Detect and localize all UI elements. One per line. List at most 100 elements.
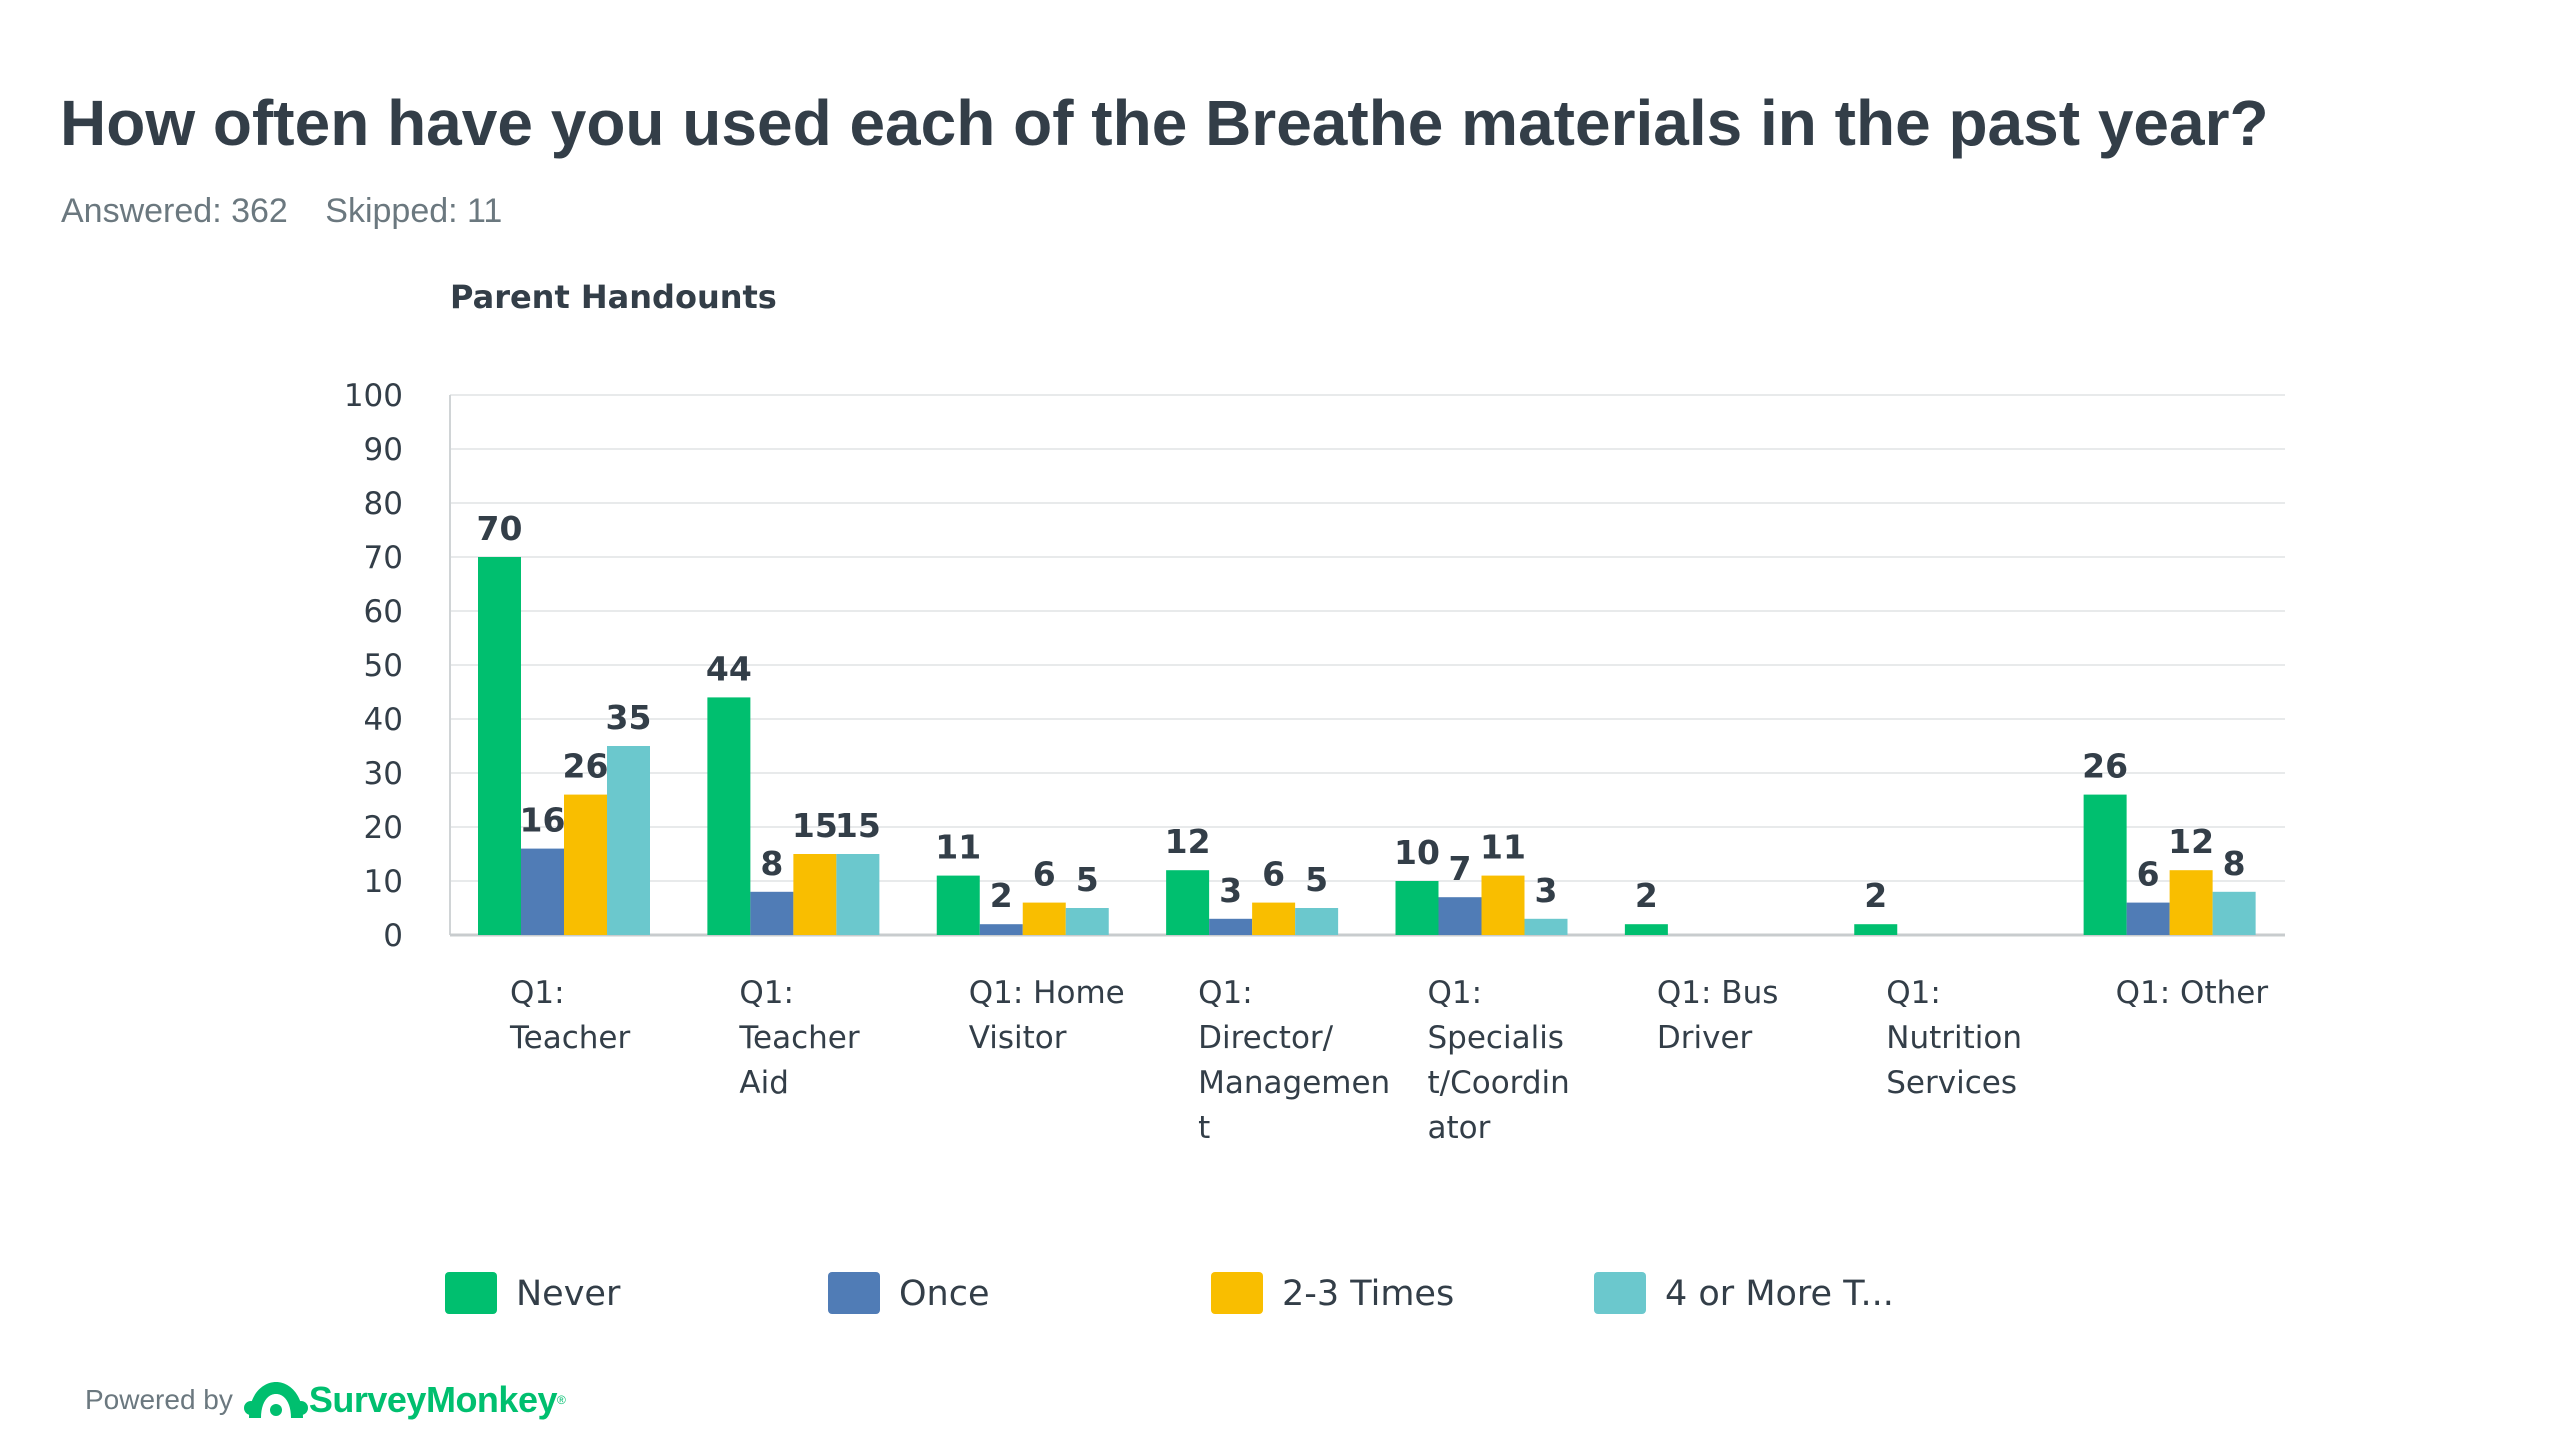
surveymonkey-logo-icon	[243, 1382, 308, 1418]
data-label: 8	[2223, 844, 2246, 883]
data-label: 7	[1449, 849, 1472, 888]
answered-count: Answered: 362	[61, 192, 288, 230]
x-tick-label: Services	[1886, 1065, 2017, 1101]
data-label: 5	[1076, 860, 1099, 899]
bar-never-7[interactable]	[1854, 924, 1898, 935]
x-tick-label: Driver	[1657, 1020, 1753, 1056]
bar-once-1[interactable]	[521, 848, 564, 935]
x-tick-label: Q1:	[510, 975, 565, 1011]
data-label: 44	[706, 649, 752, 688]
data-label: 2	[1635, 876, 1658, 915]
x-tick-label: Q1:	[1428, 975, 1483, 1011]
bar-once-5[interactable]	[1438, 897, 1482, 935]
data-label: 6	[1262, 855, 1285, 894]
x-tick-label: Teacher	[509, 1020, 631, 1056]
bar-2-3-times-8[interactable]	[2169, 870, 2213, 935]
data-label: 2	[990, 876, 1013, 915]
y-tick-label: 100	[344, 378, 403, 414]
y-tick-label: 40	[364, 702, 403, 738]
data-label: 11	[935, 828, 981, 867]
trademark-mark: ®	[556, 1393, 566, 1407]
bar-4-or-more-t--8[interactable]	[2212, 891, 2256, 935]
data-label: 2	[1864, 876, 1887, 915]
powered-by-footer[interactable]: Powered by SurveyMonkey ®	[85, 1378, 566, 1422]
bar-never-6[interactable]	[1624, 924, 1668, 935]
bar-once-4[interactable]	[1209, 918, 1253, 935]
bar-2-3-times-3[interactable]	[1022, 902, 1066, 935]
bar-chart: Parent Handounts 0 10 20 30 40 50 60 70 80 90 100 70…	[344, 278, 2285, 1314]
data-label: 6	[1033, 855, 1056, 894]
y-tick-label: 60	[364, 594, 403, 630]
x-tick-label: t	[1198, 1110, 1210, 1146]
data-label: 3	[1219, 871, 1242, 910]
legend-label[interactable]: 4 or More T...	[1665, 1274, 1894, 1314]
powered-by-text: Powered by	[85, 1384, 233, 1415]
surveymonkey-brand: SurveyMonkey	[308, 1379, 558, 1420]
data-label: 15	[792, 806, 838, 845]
y-tick-label: 10	[364, 864, 403, 900]
x-tick-label: Q1:	[1886, 975, 1941, 1011]
x-tick-label: Director/	[1198, 1020, 1334, 1056]
y-tick-label: 0	[383, 918, 403, 954]
x-tick-label: Q1:	[1198, 975, 1253, 1011]
data-label: 11	[1480, 828, 1526, 867]
legend-swatch[interactable]	[445, 1272, 497, 1314]
data-label: 10	[1394, 833, 1440, 872]
data-label: 12	[1165, 822, 1211, 861]
x-tick-label: Q1: Home	[969, 975, 1125, 1011]
legend-swatch[interactable]	[828, 1272, 880, 1314]
bar-2-3-times-5[interactable]	[1481, 875, 1525, 935]
legend-swatch[interactable]	[1594, 1272, 1646, 1314]
x-tick-label: Q1: Other	[2116, 975, 2269, 1011]
question-title: How often have you used each of the Brea…	[60, 87, 2269, 159]
x-tick-label: ator	[1428, 1110, 1491, 1146]
x-tick-label: Nutrition	[1886, 1020, 2022, 1056]
x-tick-label: Managemen	[1198, 1065, 1390, 1101]
x-tick-label: t/Coordin	[1428, 1065, 1570, 1101]
bar-2-3-times-1[interactable]	[564, 794, 607, 935]
bar-4-or-more-t--2[interactable]	[836, 854, 880, 935]
y-tick-label: 30	[364, 756, 403, 792]
y-tick-label: 50	[364, 648, 403, 684]
data-label: 70	[477, 509, 523, 548]
bar-never-1[interactable]	[478, 557, 521, 935]
legend-label[interactable]: Once	[899, 1274, 990, 1314]
y-tick-label: 20	[364, 810, 403, 846]
response-stats: Answered: 362 Skipped: 11	[61, 192, 530, 231]
data-label: 12	[2168, 822, 2214, 861]
y-tick-label: 80	[364, 486, 403, 522]
data-label: 5	[1305, 860, 1328, 899]
data-label: 35	[606, 698, 652, 737]
bar-2-3-times-4[interactable]	[1252, 902, 1296, 935]
bar-never-3[interactable]	[936, 875, 980, 935]
legend-label[interactable]: 2-3 Times	[1282, 1274, 1454, 1314]
bar-once-3[interactable]	[979, 924, 1023, 935]
x-tick-label: Aid	[739, 1065, 789, 1101]
y-tick-label: 90	[364, 432, 403, 468]
y-tick-label: 70	[364, 540, 403, 576]
bar-never-4[interactable]	[1166, 870, 1210, 935]
bar-4-or-more-t--1[interactable]	[607, 746, 650, 935]
data-label: 6	[2137, 855, 2160, 894]
bar-4-or-more-t--3[interactable]	[1065, 908, 1109, 935]
x-tick-label: Q1:	[739, 975, 794, 1011]
bar-once-2[interactable]	[750, 891, 794, 935]
legend-label[interactable]: Never	[516, 1274, 621, 1314]
data-label: 3	[1535, 871, 1558, 910]
bar-4-or-more-t--4[interactable]	[1295, 908, 1339, 935]
legend-swatch[interactable]	[1211, 1272, 1263, 1314]
data-label: 16	[520, 801, 566, 840]
bar-2-3-times-2[interactable]	[793, 854, 837, 935]
data-label: 15	[835, 806, 881, 845]
x-tick-label: Q1: Bus	[1657, 975, 1779, 1011]
skipped-count: Skipped: 11	[325, 192, 503, 230]
data-label: 8	[760, 844, 783, 883]
chart-title: Parent Handounts	[450, 278, 777, 316]
x-tick-label: Specialis	[1428, 1020, 1564, 1056]
bar-once-8[interactable]	[2126, 902, 2170, 935]
bar-never-5[interactable]	[1395, 881, 1439, 935]
bar-never-2[interactable]	[707, 697, 751, 935]
bar-never-8[interactable]	[2083, 794, 2127, 935]
bar-4-or-more-t--5[interactable]	[1524, 918, 1568, 935]
